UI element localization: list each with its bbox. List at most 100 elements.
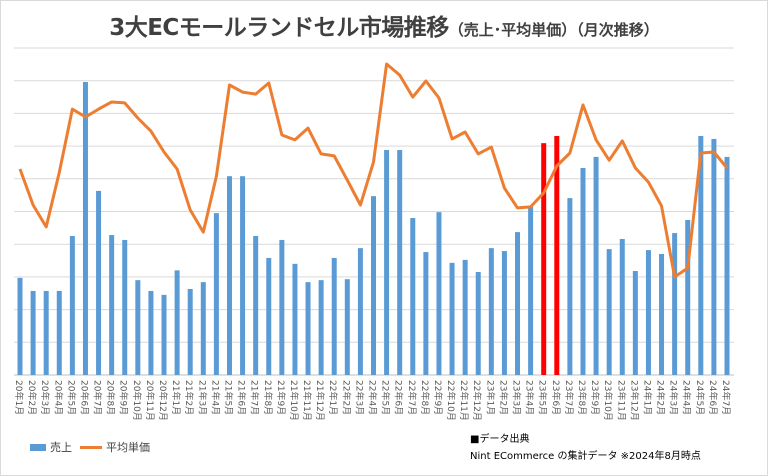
x-tick-label: 21年2月 (183, 380, 195, 415)
bar-20年7月 (96, 190, 102, 375)
bar-23年9月 (593, 156, 599, 375)
x-tick-label: 22年5月 (380, 380, 392, 415)
x-tick-label: 22年11月 (458, 380, 470, 421)
bar-23年3月 (515, 232, 521, 375)
bar-23年8月 (580, 168, 586, 375)
x-tick-label: 24年2月 (655, 380, 667, 415)
bar-23年12月 (632, 271, 638, 375)
legend-swatch-bar (30, 443, 46, 451)
bar-21年2月 (187, 288, 193, 375)
x-tick-label: 24年7月 (720, 380, 732, 415)
x-tick-label: 23年7月 (563, 380, 575, 415)
bar-23年5月 (541, 143, 547, 375)
x-tick-label: 21年8月 (262, 380, 274, 415)
x-tick-label: 20年10月 (131, 380, 143, 421)
x-tick-label: 23年4月 (524, 380, 536, 415)
x-tick-label: 24年6月 (707, 380, 719, 415)
line-series (18, 62, 729, 279)
x-tick-label: 24年5月 (694, 380, 706, 415)
source-text: Nint ECommerce の集計データ ※2024年8月時点 (470, 451, 701, 462)
bar-21年4月 (213, 213, 219, 375)
x-tick-label: 22年4月 (367, 380, 379, 415)
bar-22年6月 (397, 150, 403, 375)
x-tick-label: 21年12月 (314, 380, 326, 421)
bar-21年5月 (226, 176, 232, 375)
x-tick-label: 21年5月 (222, 380, 234, 415)
x-tick-label: 20年3月 (39, 380, 51, 415)
bar-23年11月 (619, 238, 625, 375)
x-tick-label: 23年3月 (511, 380, 523, 415)
bar-24年7月 (724, 156, 730, 375)
bar-21年6月 (240, 176, 246, 375)
x-tick-label: 23年12月 (628, 380, 640, 421)
x-tick-label: 21年10月 (288, 380, 300, 421)
legend-item-sales: 売上 (30, 439, 72, 455)
x-tick-label: 20年9月 (118, 380, 130, 415)
legend-swatch-line (80, 445, 102, 449)
legend-label-avg-price: 平均単価 (106, 441, 150, 454)
bar-24年1月 (645, 250, 651, 375)
bar-21年7月 (253, 236, 259, 375)
bar-22年3月 (357, 248, 363, 375)
bar-22年9月 (436, 212, 442, 375)
bar-23年7月 (567, 198, 573, 375)
bar-23年6月 (554, 135, 560, 375)
bar-23年4月 (528, 206, 534, 375)
bar-20年8月 (109, 235, 115, 375)
gridlines (14, 47, 734, 376)
x-tick-label: 21年3月 (196, 380, 208, 415)
x-tick-label: 20年8月 (105, 380, 117, 415)
chart-title: 3大ECモールランドセル市場推移（売上･平均単価）（月次推移） (0, 8, 768, 42)
bar-23年1月 (488, 248, 494, 375)
x-tick-label: 23年2月 (497, 380, 509, 415)
x-tick-label: 22年2月 (340, 380, 352, 415)
legend-item-avg-price: 平均単価 (80, 439, 150, 455)
bar-20年9月 (122, 239, 128, 375)
x-tick-label: 20年2月 (26, 380, 38, 415)
x-tick-label: 23年5月 (537, 380, 549, 415)
bar-24年2月 (659, 254, 665, 375)
x-tick-label: 20年12月 (157, 380, 169, 421)
bar-21年11月 (305, 282, 311, 375)
x-tick-label: 24年3月 (668, 380, 680, 415)
bar-22年1月 (331, 257, 337, 375)
bar-22年2月 (344, 279, 350, 375)
bar-22年11月 (462, 259, 468, 375)
bar-22年4月 (371, 196, 376, 375)
x-tick-label: 24年4月 (681, 380, 693, 415)
x-tick-label: 22年12月 (471, 380, 483, 421)
bar-20年1月 (17, 277, 23, 375)
x-tick-label: 21年6月 (236, 380, 248, 415)
legend-label-sales: 売上 (50, 441, 72, 454)
bar-20年5月 (69, 236, 75, 375)
bar-21年10月 (292, 263, 298, 375)
bar-22年5月 (384, 150, 390, 375)
bar-20年2月 (30, 290, 36, 375)
bar-20年3月 (43, 290, 49, 375)
x-tick-label: 22年9月 (432, 380, 444, 415)
x-tick-label: 22年1月 (327, 380, 339, 415)
bar-24年5月 (698, 135, 704, 375)
x-tick-label: 22年10月 (445, 380, 457, 421)
bar-20年4月 (56, 290, 62, 375)
x-tick-label: 20年4月 (52, 380, 64, 415)
bar-series (17, 82, 730, 376)
bar-22年12月 (475, 271, 481, 375)
x-tick-label: 21年11月 (301, 380, 313, 421)
x-tick-label: 22年7月 (406, 380, 418, 415)
source-heading: ■データ出典 (470, 434, 530, 445)
x-tick-label: 20年1月 (13, 380, 25, 415)
x-tick-label: 22年8月 (419, 380, 431, 415)
x-tick-label: 21年4月 (209, 380, 221, 415)
x-tick-label: 23年11月 (615, 380, 627, 421)
x-tick-label: 23年10月 (602, 380, 614, 421)
x-tick-label: 20年11月 (144, 380, 156, 421)
x-axis-labels: 20年1月 20年2月 20年3月 20年4月 20年5月 20年6月 20年7月 20年8月… (13, 380, 732, 421)
bar-20年11月 (148, 290, 154, 375)
x-tick-label: 20年6月 (78, 380, 90, 415)
bar-20年6月 (82, 82, 88, 376)
bar-21年9月 (279, 239, 285, 375)
bar-21年8月 (266, 257, 272, 375)
bar-22年10月 (449, 262, 455, 375)
title-sub: （売上･平均単価）（月次推移） (448, 21, 659, 39)
